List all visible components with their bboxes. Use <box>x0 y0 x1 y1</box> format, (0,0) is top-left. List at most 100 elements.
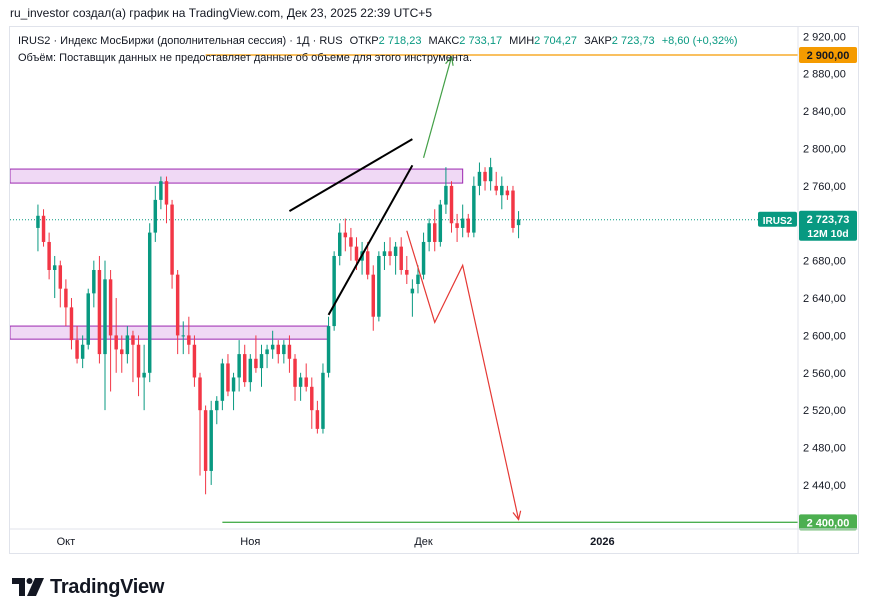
candle[interactable] <box>142 372 146 378</box>
support-zone[interactable] <box>10 325 330 340</box>
candle[interactable] <box>304 377 308 387</box>
price-chart[interactable]: 2 920,00 2 880,00 2 840,00 2 800,00 2 760,00… <box>10 27 859 554</box>
candle[interactable] <box>147 232 152 373</box>
candle[interactable] <box>444 185 448 205</box>
candle[interactable] <box>416 274 420 285</box>
candle[interactable] <box>466 218 471 233</box>
candle[interactable] <box>220 363 225 401</box>
candle[interactable] <box>449 185 454 224</box>
candle[interactable] <box>354 246 359 261</box>
high-value: 2 733,17 <box>459 35 503 47</box>
candle[interactable] <box>80 344 85 359</box>
candle[interactable] <box>516 219 521 226</box>
candle[interactable] <box>371 274 375 317</box>
bearish-projection-path[interactable] <box>406 230 520 520</box>
candle[interactable] <box>198 377 202 411</box>
candle[interactable] <box>97 269 102 355</box>
candle[interactable] <box>494 185 498 191</box>
candle[interactable] <box>388 251 392 256</box>
candle[interactable] <box>209 410 213 471</box>
candle[interactable] <box>108 279 113 336</box>
wedge-upper-trendline[interactable] <box>288 138 413 212</box>
bullish-projection-arrow[interactable] <box>422 56 453 159</box>
candle[interactable] <box>92 269 96 294</box>
candle[interactable] <box>488 167 493 182</box>
candle[interactable] <box>315 410 320 429</box>
candle[interactable] <box>337 232 342 256</box>
wedge-lower-trendline[interactable] <box>327 164 414 316</box>
candle[interactable] <box>47 241 51 270</box>
candle[interactable] <box>248 358 253 383</box>
candle[interactable] <box>69 307 74 341</box>
candle[interactable] <box>326 326 331 373</box>
candle[interactable] <box>187 335 191 345</box>
candle[interactable] <box>153 199 158 233</box>
candle[interactable] <box>164 181 169 205</box>
tradingview-wordmark: TradingView <box>50 575 165 598</box>
candle[interactable] <box>136 344 141 378</box>
candle[interactable] <box>511 190 515 228</box>
candle[interactable] <box>254 358 258 369</box>
low-value: 2 704,27 <box>534 35 577 47</box>
candle[interactable] <box>120 349 124 355</box>
candle[interactable] <box>365 251 370 275</box>
candle[interactable] <box>282 344 286 355</box>
candle[interactable] <box>483 171 487 182</box>
candle[interactable] <box>421 241 426 275</box>
candle[interactable] <box>192 344 197 378</box>
candle[interactable] <box>114 335 118 350</box>
candle[interactable] <box>343 232 348 238</box>
candle[interactable] <box>393 246 398 256</box>
candle[interactable] <box>203 410 208 471</box>
candle[interactable] <box>276 344 280 355</box>
candle[interactable] <box>259 354 264 369</box>
candle[interactable] <box>58 265 63 289</box>
candle[interactable] <box>181 335 185 337</box>
candle[interactable] <box>159 181 163 200</box>
candle[interactable] <box>382 251 387 256</box>
candle[interactable] <box>500 185 504 196</box>
candle[interactable] <box>349 237 353 247</box>
candle[interactable] <box>36 215 40 228</box>
candle[interactable] <box>427 223 431 242</box>
candle[interactable] <box>460 218 465 228</box>
candle[interactable] <box>103 279 107 355</box>
tradingview-logo[interactable]: TradingView <box>12 573 164 601</box>
close-value: 2 723,73 <box>611 35 655 47</box>
candle[interactable] <box>310 386 314 411</box>
candle[interactable] <box>86 293 90 345</box>
candle[interactable] <box>237 354 241 378</box>
candle[interactable] <box>270 344 275 350</box>
candle[interactable] <box>405 269 409 275</box>
candle[interactable] <box>125 335 130 355</box>
candle[interactable] <box>170 204 174 275</box>
candle[interactable] <box>64 288 68 308</box>
bar-countdown-label: 12M 10d <box>807 228 848 240</box>
candle[interactable] <box>410 288 415 294</box>
candle[interactable] <box>433 223 437 242</box>
candle[interactable] <box>293 358 297 387</box>
resistance-zone[interactable] <box>10 168 464 184</box>
chart-frame[interactable]: 2 920,00 2 880,00 2 840,00 2 800,00 2 760,00… <box>9 26 859 554</box>
candle[interactable] <box>242 354 247 383</box>
candle[interactable] <box>321 372 325 429</box>
candle[interactable] <box>472 185 476 233</box>
candle[interactable] <box>332 255 336 327</box>
candle[interactable] <box>41 215 46 242</box>
candle[interactable] <box>505 190 510 196</box>
candle[interactable] <box>287 344 292 359</box>
candle[interactable] <box>226 363 230 392</box>
candle[interactable] <box>477 171 482 186</box>
candle[interactable] <box>438 204 443 242</box>
candle[interactable] <box>231 377 236 392</box>
candle[interactable] <box>175 274 180 336</box>
candle[interactable] <box>399 246 403 270</box>
candle[interactable] <box>265 349 269 355</box>
candle[interactable] <box>52 265 57 270</box>
candle[interactable] <box>455 223 459 228</box>
candle[interactable] <box>215 400 219 411</box>
candle[interactable] <box>131 335 135 345</box>
candle[interactable] <box>298 377 303 387</box>
candle[interactable] <box>377 255 381 317</box>
candle[interactable] <box>75 340 79 359</box>
